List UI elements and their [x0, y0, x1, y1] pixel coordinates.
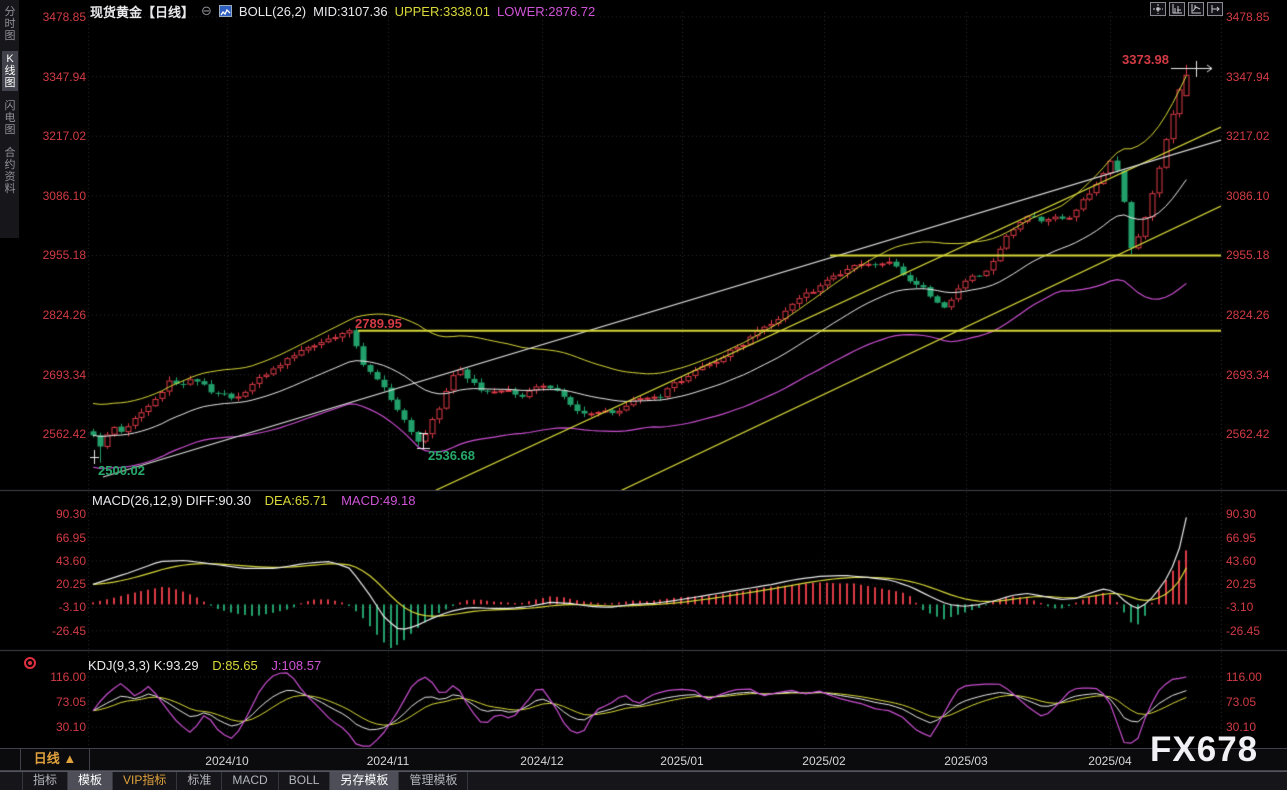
sidebar-item-contract-info[interactable]: 合约资料	[4, 147, 16, 195]
axis-tick-label: 2824.26	[1226, 308, 1270, 323]
toolbar-button-macd[interactable]: MACD	[222, 772, 279, 790]
macd-dea-value: DEA:65.71	[264, 493, 328, 508]
sidebar: 分时图 K线图 闪电图 合约资料	[0, 0, 19, 238]
toolbar-button-indicators[interactable]: 指标	[22, 772, 69, 790]
macd-diff-value: MACD(26,12,9) DIFF:90.30	[92, 493, 251, 508]
x-axis-label: 2025/04	[1088, 754, 1132, 768]
sidebar-item-time-chart[interactable]: 分时图	[4, 6, 16, 42]
chart-tool-icons	[1150, 2, 1223, 16]
macd-macd-value: MACD:49.18	[341, 493, 416, 508]
annotation-label: 2500.02	[98, 463, 145, 478]
axis-tick-label: 20.25	[1226, 577, 1257, 592]
axis-tick-label: 3347.94	[1226, 69, 1270, 84]
x-axis-label: 2025/03	[944, 754, 988, 768]
axis-tick-label: 3478.85	[1226, 10, 1270, 24]
axis-tick-label: 2693.34	[1226, 367, 1270, 382]
x-axis-label: 2025/02	[802, 754, 846, 768]
sidebar-item-kline-chart[interactable]: K线图	[2, 51, 18, 91]
topbar: 现货黄金【日线】 ⊖ BOLL(26,2) MID:3107.36 UPPER:…	[90, 2, 595, 20]
annotation-label: 2536.68	[428, 448, 475, 463]
x-axis-label: 2024/10	[205, 754, 249, 768]
axis-tick-label: 73.05	[55, 695, 86, 709]
axis-tick-label: 66.95	[55, 530, 86, 545]
axis-tick-label: 2562.42	[42, 427, 86, 442]
axis-tick-label: 2955.18	[1226, 248, 1270, 263]
crosshair-icon[interactable]	[1150, 2, 1166, 16]
axis-tick-label: 116.00	[50, 670, 86, 684]
axis-tick-label: 90.30	[55, 507, 86, 522]
kdj-j-value: J:108.57	[271, 658, 322, 673]
axis-tick-label: 90.30	[1226, 507, 1257, 522]
boll-upper-value: UPPER:3338.01	[394, 3, 490, 19]
boll-mid-value: MID:3107.36	[313, 3, 388, 19]
boll-lower-value: LOWER:2876.72	[496, 3, 596, 19]
boll-name: BOLL(26,2)	[238, 3, 307, 19]
bottom-toolbar: 指标 模板 VIP指标 标准 MACD BOLL 另存模板 管理模板	[0, 771, 1287, 790]
toolbar-button-standard[interactable]: 标准	[177, 772, 223, 790]
x-axis-label: 2024/12	[520, 754, 564, 768]
x-axis-row	[0, 748, 1287, 771]
axis-tick-label: 3086.10	[42, 188, 86, 203]
kdj-d-value: D:85.65	[212, 658, 258, 673]
axis-tick-label: 3217.02	[1226, 129, 1270, 144]
axis-tick-label: 2693.34	[42, 367, 86, 382]
axis-tick-label: 66.95	[1226, 530, 1257, 545]
scale-y-axis-icon[interactable]	[1188, 2, 1204, 16]
axis-tick-label: 2562.42	[1226, 427, 1270, 442]
axis-tick-label: 20.25	[55, 577, 86, 592]
axis-tick-label: 30.10	[55, 720, 86, 734]
annotation-label: 2789.95	[355, 316, 402, 331]
period-selector[interactable]: 日线 ▲	[20, 748, 90, 771]
axis-tick-label: 3217.02	[42, 129, 86, 144]
toolbar-button-vip-indicators[interactable]: VIP指标	[113, 772, 178, 790]
axis-tick-label: -3.10	[58, 600, 86, 615]
axis-tick-label: 3347.94	[42, 69, 86, 84]
axis-tick-label: 3086.10	[1226, 188, 1270, 203]
kdj-k-value: KDJ(9,3,3) K:93.29	[88, 658, 199, 673]
axis-tick-label: -3.10	[1226, 600, 1254, 615]
axis-tick-label: -26.45	[51, 623, 86, 638]
period-arrow-icon: ▲	[63, 751, 77, 766]
x-axis-label: 2024/11	[366, 754, 410, 768]
toolbar-button-boll[interactable]: BOLL	[279, 772, 331, 790]
kdj-header: KDJ(9,3,3) K:93.29 D:85.65 J:108.57	[88, 658, 331, 673]
kdj-record-icon[interactable]	[24, 657, 36, 669]
axis-tick-label: 2955.18	[42, 248, 86, 263]
symbol-title: 现货黄金【日线】	[90, 4, 195, 20]
collapse-icon[interactable]: ⊖	[201, 3, 212, 18]
axis-tick-label: 73.05	[1226, 695, 1257, 709]
axis-tick-label: 116.00	[1226, 670, 1262, 684]
axis-tick-label: -26.45	[1226, 623, 1261, 638]
scale-x-axis-icon[interactable]	[1169, 2, 1185, 16]
axis-tick-label: 43.60	[55, 553, 86, 568]
toolbar-button-templates[interactable]: 模板	[68, 772, 114, 790]
axis-tick-label: 43.60	[1226, 553, 1257, 568]
macd-header: MACD(26,12,9) DIFF:90.30 DEA:65.71 MACD:…	[92, 493, 426, 508]
axis-tick-label: 2824.26	[42, 308, 86, 323]
annotation-label: 3373.98	[1122, 52, 1169, 67]
sidebar-item-lightning-chart[interactable]: 闪电图	[4, 100, 16, 136]
axis-tick-label: 3478.85	[42, 10, 86, 24]
period-label: 日线	[33, 751, 60, 766]
axis-tick-label: 30.10	[1226, 720, 1257, 734]
toolbar-button-manage-templates[interactable]: 管理模板	[399, 772, 469, 790]
x-axis-label: 2025/01	[660, 754, 704, 768]
boll-indicator-icon[interactable]	[218, 5, 232, 17]
exit-chart-icon[interactable]	[1207, 2, 1223, 16]
toolbar-button-save-template[interactable]: 另存模板	[330, 772, 400, 790]
fx678-watermark: FX678	[1150, 730, 1259, 769]
